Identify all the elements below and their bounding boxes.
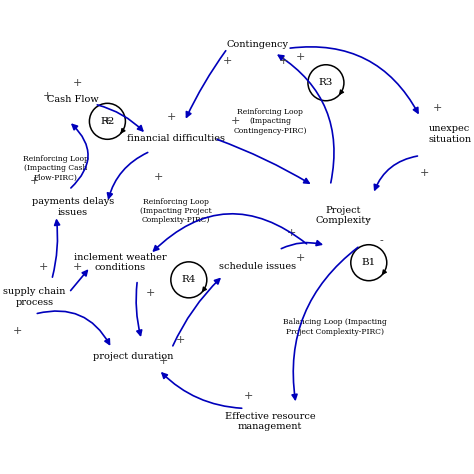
Text: schedule issues: schedule issues [219, 263, 296, 272]
Text: +: + [73, 262, 82, 272]
Text: R3: R3 [319, 78, 333, 87]
Text: Reinforcing Loop
(Impacting Cash
Flow-PIRC): Reinforcing Loop (Impacting Cash Flow-PI… [23, 155, 89, 182]
Text: +: + [295, 52, 305, 62]
Text: +: + [146, 288, 155, 298]
Text: +: + [244, 391, 254, 401]
Text: B1: B1 [362, 258, 376, 267]
Text: payments delays
issues: payments delays issues [32, 197, 114, 217]
Text: -: - [380, 236, 383, 246]
Text: R2: R2 [100, 117, 115, 126]
Text: Reinforcing Loop
(Impacting
Contingency-PIRC): Reinforcing Loop (Impacting Contingency-… [234, 108, 307, 135]
Text: +: + [103, 116, 112, 126]
Text: Contingency: Contingency [227, 40, 288, 49]
Text: project duration: project duration [93, 353, 173, 362]
Text: +: + [158, 356, 168, 366]
Text: inclement weather
conditions: inclement weather conditions [74, 253, 166, 273]
Text: +: + [30, 176, 39, 186]
Text: R4: R4 [182, 275, 196, 284]
Text: Reinforcing Loop
(Impacting Project
Complexity-PIRC): Reinforcing Loop (Impacting Project Comp… [140, 198, 212, 225]
Text: +: + [13, 326, 22, 336]
Text: +: + [175, 335, 185, 345]
Text: Balancing Loop (Impacting
Project Complexity-PIRC): Balancing Loop (Impacting Project Comple… [283, 319, 386, 336]
Text: +: + [278, 56, 288, 66]
Text: -: - [367, 215, 371, 225]
Text: +: + [433, 103, 442, 113]
Text: supply chain
process: supply chain process [3, 287, 66, 307]
Text: +: + [295, 254, 305, 264]
Text: +: + [73, 78, 82, 88]
Text: +: + [223, 56, 232, 66]
Text: +: + [154, 172, 164, 182]
Text: +: + [43, 91, 52, 100]
Text: +: + [420, 168, 429, 178]
Text: Cash Flow: Cash Flow [47, 95, 99, 104]
Text: Effective resource
management: Effective resource management [225, 411, 316, 431]
Text: +: + [167, 112, 176, 122]
Text: unexpec
situation: unexpec situation [429, 125, 472, 144]
Text: +: + [287, 228, 296, 238]
Text: Project
Complexity: Project Complexity [315, 206, 371, 225]
Text: +: + [38, 262, 48, 272]
Text: +: + [231, 116, 241, 126]
Text: financial difficulties: financial difficulties [127, 134, 225, 143]
